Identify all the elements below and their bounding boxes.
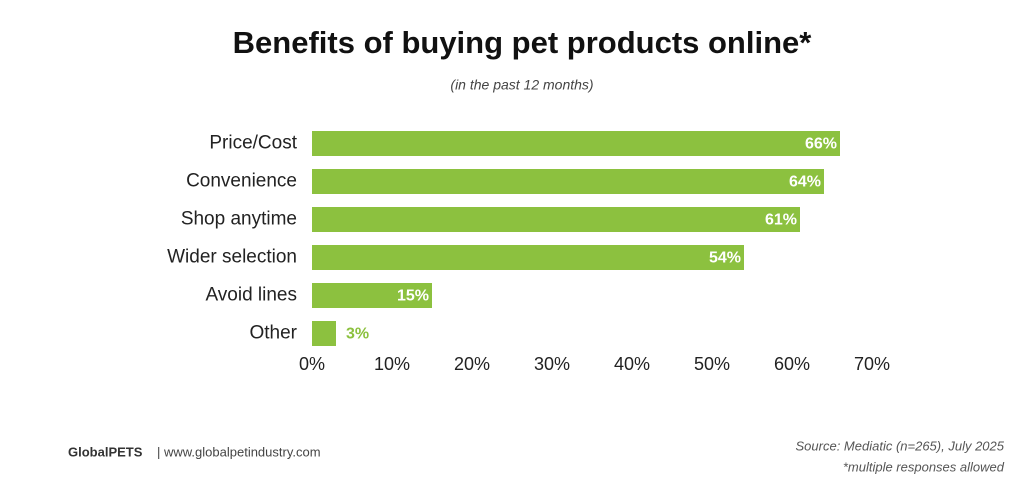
value-label: 64%	[789, 174, 821, 191]
bar	[312, 245, 744, 270]
category-label: Wider selection	[167, 247, 297, 268]
category-label: Price/Cost	[209, 133, 297, 154]
brand: GlobalPETS	[68, 444, 143, 459]
value-label: 61%	[765, 212, 797, 229]
value-label: 66%	[805, 136, 837, 153]
x-tick-label: 20%	[454, 354, 490, 374]
bar	[312, 283, 432, 308]
value-label: 15%	[397, 288, 429, 305]
value-label: 3%	[346, 326, 369, 343]
value-label: 54%	[709, 250, 741, 267]
x-tick-label: 60%	[774, 354, 810, 374]
bar	[312, 321, 336, 346]
x-tick-label: 10%	[374, 354, 410, 374]
x-tick-label: 0%	[299, 354, 325, 374]
category-label: Convenience	[186, 171, 297, 192]
category-label: Shop anytime	[181, 209, 297, 230]
source: Source: Mediatic (n=265), July 2025	[796, 438, 1005, 453]
x-tick-label: 30%	[534, 354, 570, 374]
x-tick-label: 50%	[694, 354, 730, 374]
chart-subtitle: (in the past 12 months)	[450, 77, 593, 93]
category-label: Avoid lines	[205, 285, 297, 306]
bar	[312, 207, 800, 232]
chart-title: Benefits of buying pet products online*	[233, 25, 813, 60]
website: | www.globalpetindustry.com	[157, 444, 321, 459]
bar	[312, 169, 824, 194]
footnote: *multiple responses allowed	[843, 459, 1005, 474]
bar	[312, 131, 840, 156]
x-tick-label: 70%	[854, 354, 890, 374]
category-label: Other	[249, 323, 297, 344]
x-tick-label: 40%	[614, 354, 650, 374]
